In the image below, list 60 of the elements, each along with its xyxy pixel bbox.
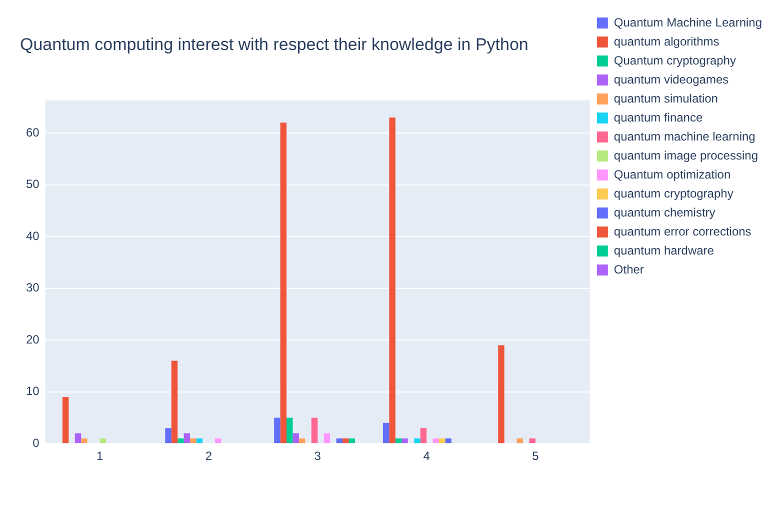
- bar: [81, 438, 88, 444]
- y-tick-label: 40: [26, 228, 40, 243]
- y-tick-label: 60: [26, 125, 40, 140]
- y-tick-label: 20: [26, 332, 40, 346]
- legend-label: quantum image processing: [614, 148, 758, 162]
- bar: [336, 438, 343, 444]
- bar: [214, 438, 222, 444]
- x-tick-label: 1: [96, 449, 104, 464]
- y-tick-label: 10: [26, 384, 40, 398]
- legend-label: quantum error corrections: [614, 224, 752, 238]
- legend-label: quantum cryptography: [614, 186, 734, 200]
- bar: [165, 428, 172, 444]
- bar: [389, 117, 396, 444]
- bar: [184, 433, 190, 444]
- bar: [420, 428, 427, 444]
- bar: [74, 433, 82, 444]
- bar: [298, 438, 306, 444]
- legend-label: Quantum optimization: [614, 167, 731, 182]
- bar: [516, 438, 524, 444]
- bar: [196, 438, 202, 444]
- legend-label: quantum simulation: [614, 91, 718, 106]
- bar: [280, 122, 287, 444]
- bar: [395, 438, 402, 444]
- legend-label: Other: [614, 262, 644, 276]
- legend-label: quantum algorithms: [614, 34, 720, 48]
- x-tick-label: 4: [423, 449, 430, 464]
- legend-label: quantum machine learning: [614, 129, 756, 144]
- x-tick-label: 5: [532, 449, 540, 464]
- x-tick-label: 3: [314, 449, 322, 464]
- bar: [438, 438, 446, 444]
- bar: [324, 433, 330, 444]
- bar: [432, 438, 439, 444]
- bar: [445, 438, 452, 444]
- bar: [342, 438, 349, 444]
- legend-label: quantum videogames: [614, 72, 729, 86]
- y-tick-label: 30: [26, 280, 40, 295]
- bar: [414, 438, 420, 444]
- bar: [498, 345, 504, 444]
- bar: [402, 438, 408, 444]
- bar: [171, 360, 178, 444]
- y-tick-label: 0: [32, 436, 40, 450]
- chart-title: Quantum computing interest with respect their knowledge in Python: [20, 34, 528, 54]
- bar: [178, 438, 184, 444]
- bar: [311, 418, 318, 444]
- bar: [286, 418, 293, 444]
- legend-label: quantum chemistry: [614, 205, 716, 220]
- legend-label: quantum finance: [614, 110, 703, 124]
- bar: [348, 438, 355, 444]
- bar: [292, 433, 299, 444]
- bar: [190, 438, 196, 444]
- legend-label: Quantum cryptography: [614, 53, 736, 68]
- bar: [274, 418, 280, 444]
- y-tick-label: 50: [26, 177, 40, 192]
- bar: [100, 438, 106, 444]
- x-tick-label: 2: [205, 449, 212, 464]
- bar: [382, 422, 390, 444]
- bar: [62, 397, 69, 444]
- legend-label: quantum hardware: [614, 243, 714, 258]
- bar: [529, 438, 536, 444]
- legend-label: Quantum Machine Learning: [614, 15, 762, 30]
